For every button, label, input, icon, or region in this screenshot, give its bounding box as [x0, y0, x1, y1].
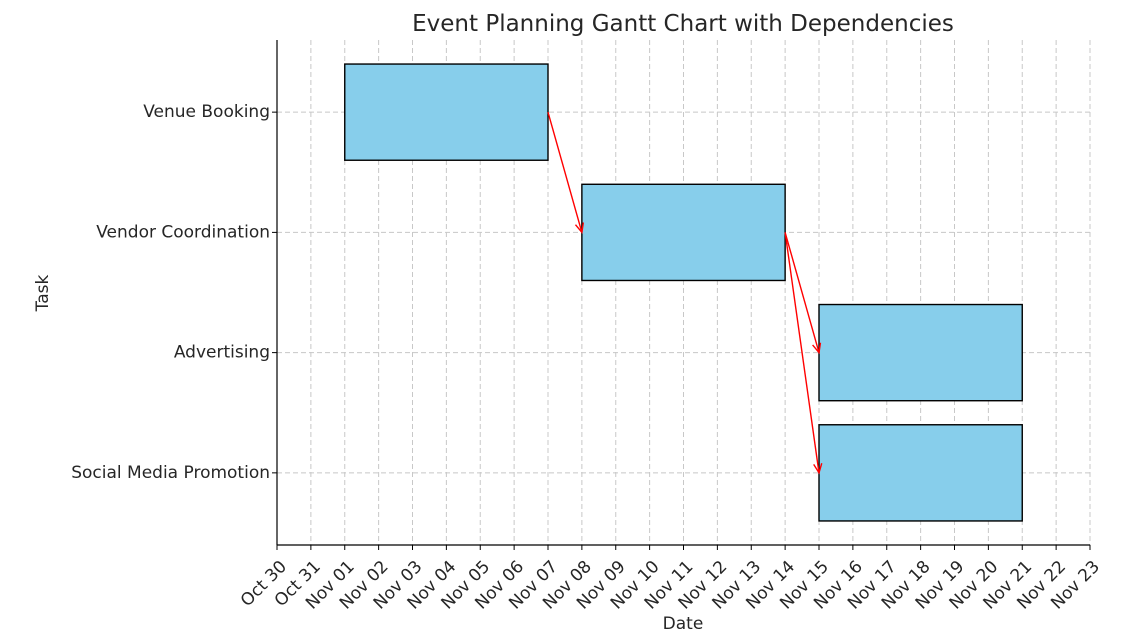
task-bar [344, 63, 549, 161]
y-tick-label: Social Media Promotion [71, 463, 270, 483]
y-tick-label: Vendor Coordination [96, 222, 270, 242]
dependency-arrow [784, 232, 822, 355]
dependency-arrow-head [574, 222, 585, 235]
chart-title: Event Planning Gantt Chart with Dependen… [412, 11, 954, 37]
x-axis-label: Date [663, 614, 704, 634]
task-bar [818, 303, 1023, 402]
dependency-arrow [547, 111, 585, 235]
dependency-arrow-line [547, 111, 583, 233]
y-axis-label: Task [33, 275, 53, 313]
dependency-arrow [784, 232, 823, 475]
dependency-arrows [547, 111, 823, 475]
y-tick-label: Advertising [174, 343, 270, 363]
task-bar [818, 424, 1023, 522]
y-tick-labels: Venue Booking Vendor Coordination Advertis… [71, 102, 277, 483]
dependency-arrow-head [813, 463, 823, 475]
dependency-arrow-line [784, 232, 820, 473]
task-bar [581, 183, 786, 282]
task-bars [344, 63, 1023, 522]
y-tick-label: Venue Booking [143, 102, 270, 122]
dependency-arrow-line [784, 232, 820, 353]
dependency-arrow-head [812, 342, 822, 355]
